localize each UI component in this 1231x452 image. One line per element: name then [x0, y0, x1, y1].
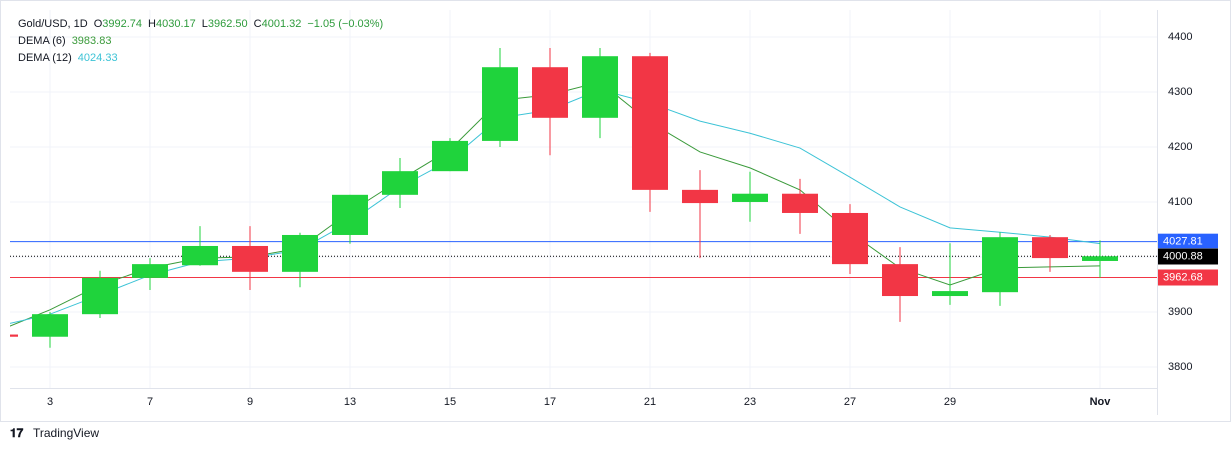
x-tick-label: 7 [147, 396, 153, 408]
ohlc-value: 3992.74 [102, 18, 142, 30]
candle-body [82, 277, 118, 315]
price-label-bg [1158, 233, 1218, 250]
ohlc-key: O [94, 18, 103, 30]
candle-body [32, 314, 68, 337]
candle-body [232, 245, 268, 272]
footer: 𝟏𝟕 TradingView [10, 426, 99, 440]
change: −1.05 (−0.03%) [307, 18, 383, 30]
brand: TradingView [33, 426, 99, 440]
candle-body [932, 291, 968, 297]
legend-value: 4024.33 [78, 52, 118, 64]
x-tick-label: 9 [247, 396, 253, 408]
candle-body [732, 193, 768, 202]
legend-value: 3983.83 [72, 35, 112, 47]
candle-body [1082, 256, 1118, 261]
candle-body [882, 264, 918, 297]
price-label: 3962.68 [1163, 271, 1203, 283]
ohlc-value: 4001.32 [262, 18, 302, 30]
candle-body [432, 140, 468, 172]
y-tick-label: 4400 [1168, 31, 1192, 43]
x-tick-label: 17 [544, 396, 556, 408]
candle-body [982, 237, 1018, 293]
price-label-bg [1158, 269, 1218, 286]
candle-body [632, 56, 668, 190]
y-tick-label: 4300 [1168, 86, 1192, 98]
candle-body [132, 264, 168, 278]
x-tick-label: 23 [744, 396, 756, 408]
y-tick-label: 3800 [1168, 361, 1192, 373]
candle-body [482, 67, 518, 141]
ohlc-value: 4030.17 [156, 18, 196, 30]
candle-body [1032, 237, 1068, 259]
x-tick-label: Nov [1090, 396, 1112, 408]
price-label: 4027.81 [1163, 236, 1203, 248]
candle-body [10, 334, 18, 337]
ohlc-key: L [202, 18, 208, 30]
legend-name: DEMA (12) [18, 52, 72, 64]
x-tick-label: 29 [944, 396, 956, 408]
y-tick-label: 3900 [1168, 306, 1192, 318]
x-tick-label: 21 [644, 396, 656, 408]
candle-body [282, 234, 318, 272]
ohlc-value: 3962.50 [208, 18, 248, 30]
candle-body [782, 193, 818, 213]
y-tick-label: 4200 [1168, 141, 1192, 153]
x-tick-label: 27 [844, 396, 856, 408]
x-tick-label: 3 [47, 396, 53, 408]
y-tick-label: 4100 [1168, 196, 1192, 208]
legend-name: DEMA (6) [18, 35, 66, 47]
x-tick-label: 13 [344, 396, 356, 408]
price-label-bg [1158, 248, 1218, 265]
candle-body [182, 245, 218, 266]
price-label: 4000.88 [1163, 250, 1203, 262]
candle-body [532, 67, 568, 118]
candle-body [382, 171, 418, 195]
candle-body [832, 212, 868, 265]
candle-body [582, 56, 618, 118]
brand-logo: 𝟏𝟕 [10, 426, 24, 440]
ohlc-key: H [148, 18, 156, 30]
candle-body [332, 194, 368, 235]
symbol: Gold/USD, 1D [18, 18, 88, 30]
ohlc-key: C [254, 18, 262, 30]
x-tick-label: 15 [444, 396, 456, 408]
candle-body [682, 189, 718, 204]
